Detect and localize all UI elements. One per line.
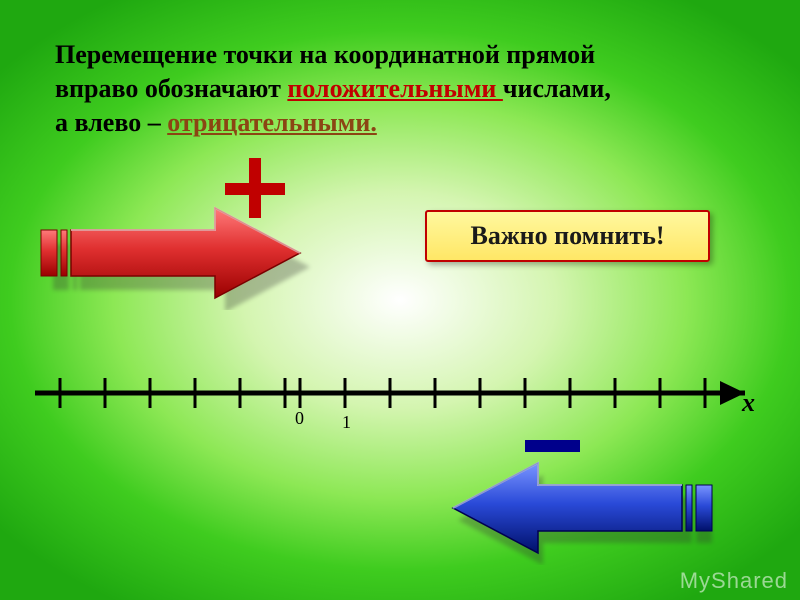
important-label: Важно помнить! [470,221,664,251]
text-positive: положительными [287,74,503,103]
definition-text: Перемещение точки на координатной прямой… [55,38,755,139]
text-line2a: вправо обозначают [55,74,287,103]
text-negative: отрицательными. [167,108,377,137]
tick-label-0: 0 [295,408,304,429]
tick-label-1: 1 [342,412,351,433]
blue-arrow-left [430,455,720,565]
slide-content: Перемещение точки на координатной прямой… [0,0,800,600]
watermark: MyShared [680,568,788,594]
important-callout: Важно помнить! [425,210,710,262]
red-arrow-right [35,200,315,310]
text-line3a: а влево – [55,108,167,137]
axis-label-x: x [742,388,755,418]
watermark-my: My [680,568,711,593]
text-line2c: числами, [503,74,611,103]
minus-icon [525,440,580,452]
number-line [0,358,800,428]
watermark-shared: Shared [711,568,788,593]
text-line1: Перемещение точки на координатной прямой [55,40,595,69]
